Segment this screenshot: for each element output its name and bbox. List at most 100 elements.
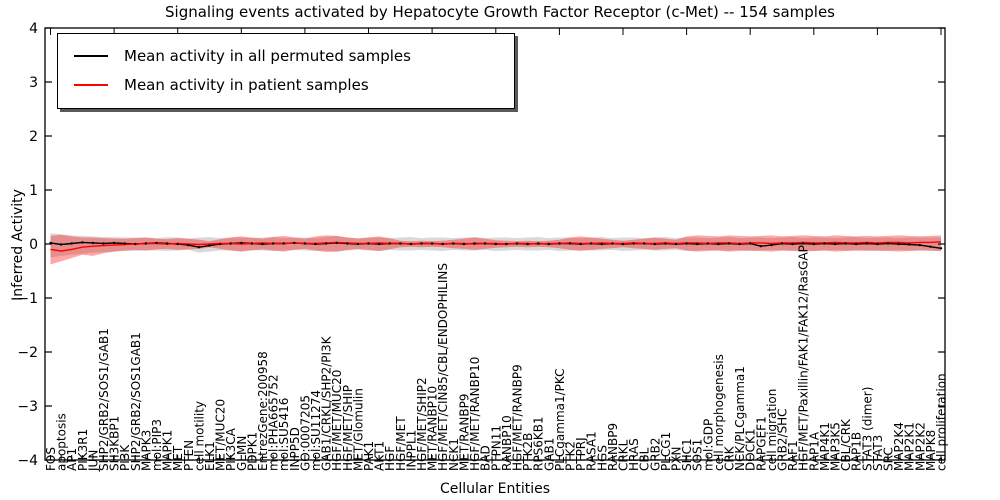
data-point-marker [208, 244, 211, 247]
x-tick-label: HGF/MET/SHIP2 [415, 377, 429, 471]
x-tick-label: MET/RANBP10 [426, 386, 440, 471]
chart-title: Signaling events activated by Hepatocyte… [165, 3, 835, 21]
data-point-marker [250, 242, 254, 245]
data-point-marker [590, 242, 593, 245]
data-point-marker [547, 242, 550, 246]
x-tick-label: cell proliferation [935, 373, 949, 471]
data-point-marker [197, 246, 201, 249]
data-point-marker [303, 242, 307, 245]
data-point-marker [876, 242, 879, 246]
x-tick-label: cell motility [192, 401, 206, 471]
x-tick-label: GRB2 [648, 437, 662, 471]
legend-label-permuted: Mean activity in all permuted samples [124, 46, 411, 65]
x-tick-label: MAP2K1 [903, 422, 917, 471]
x-tick-label: INPP5D [288, 427, 302, 471]
data-point-marker [462, 242, 466, 246]
x-tick-label: HGS [595, 445, 609, 471]
data-point-marker [388, 242, 391, 245]
x-tick-label: DOCK1 [744, 428, 758, 471]
data-point-marker [537, 242, 540, 245]
x-tick-label: MAPK3 [139, 430, 153, 471]
x-tick-label: PTEN [182, 440, 196, 471]
data-point-marker [441, 242, 444, 246]
x-tick-label: PAK1 [362, 441, 376, 471]
data-point-marker [706, 242, 709, 245]
y-tick-label: −3 [17, 399, 38, 415]
x-tick-label: SHP2/GRB2/SOS1GAB1 [129, 332, 143, 471]
x-tick-label: RAP1A [807, 431, 821, 471]
x-tick-label: PLCgamma1/PKC [553, 368, 567, 471]
x-axis-label: Cellular Entities [439, 481, 551, 497]
permuted-range-band [50, 233, 941, 258]
legend-item-permuted: Mean activity in all permuted samples [58, 41, 514, 70]
x-tick-label: PI3K [118, 444, 132, 471]
x-tick-label: MET/Glomulin [351, 388, 365, 471]
x-tick-label: GAB1/CRKL/SHP2/PI3K [320, 335, 334, 471]
x-tick-label: cell morphogenesis [712, 354, 726, 471]
y-tick-label: −2 [17, 345, 38, 361]
data-point-marker [685, 242, 688, 245]
x-tick-label: cell migration [765, 389, 779, 471]
data-point-marker [526, 242, 529, 246]
x-tick-label: PXN [670, 447, 684, 471]
data-point-marker [558, 242, 561, 245]
x-tick-label: PTPN11 [489, 425, 503, 471]
data-point-marker [240, 241, 243, 245]
data-point-marker [494, 242, 497, 246]
data-point-marker [897, 242, 900, 246]
x-tick-label: RAP1B [850, 432, 864, 471]
x-tick-label: RANBP10 [500, 415, 514, 471]
data-point-marker [929, 245, 932, 248]
y-axis-label: Inferred Activity [10, 189, 26, 301]
data-point-marker [261, 242, 264, 246]
legend-item-patient: Mean activity in patient samples [58, 70, 514, 99]
x-tick-label: NCK1 [447, 438, 461, 471]
data-point-marker [812, 242, 815, 246]
x-tick-label: GRB2/SHC [776, 408, 790, 471]
data-point-marker [176, 242, 179, 246]
data-point-marker [515, 242, 519, 245]
permuted-line-swatch [74, 54, 108, 57]
x-tick-label: mol:PHA665752 [267, 374, 281, 471]
y-tick-label: 1 [29, 183, 38, 199]
data-point-marker [664, 242, 667, 245]
x-tick-label: MET/RANBP9 [457, 394, 471, 471]
data-point-marker [324, 242, 328, 245]
x-tick-label: ELK1 [203, 441, 217, 471]
data-point-marker [759, 245, 762, 248]
data-point-marker [399, 242, 402, 245]
y-tick-label: 3 [29, 75, 38, 91]
data-point-marker [770, 243, 773, 247]
x-tick-label: INPPL1 [404, 430, 418, 471]
data-point-marker [377, 242, 381, 246]
x-tick-label: SHC1 [680, 438, 694, 471]
data-point-marker [229, 242, 232, 245]
x-tick-label: CRK [723, 445, 737, 471]
y-tick-label: 4 [29, 21, 38, 37]
legend: Mean activity in all permuted samples Me… [57, 33, 515, 109]
data-point-marker [653, 242, 656, 246]
data-point-marker [844, 242, 847, 245]
y-tick-label: 0 [29, 237, 38, 253]
x-tick-label: PLCG1 [659, 432, 673, 471]
legend-label-patient: Mean activity in patient samples [124, 75, 369, 94]
x-tick-label: HGF/MET/CIN85/CBL/ENDOPHILINS [436, 263, 450, 471]
x-tick-label: HGF/MET/MUC20 [330, 370, 344, 471]
x-tick-label: CBL/CRK [839, 418, 853, 471]
data-point-marker [218, 242, 222, 246]
data-point-marker [802, 242, 805, 245]
x-tick-label: STAT3 [871, 435, 885, 471]
data-point-marker [134, 242, 137, 246]
x-tick-label: apoptosis [55, 413, 69, 471]
data-point-marker [632, 242, 635, 245]
data-point-marker [155, 241, 158, 245]
data-point-marker [483, 242, 487, 245]
data-point-marker [91, 241, 95, 245]
data-point-marker [674, 242, 678, 246]
data-point-marker [908, 243, 911, 246]
x-tick-label: BAD [479, 445, 493, 471]
data-point-marker [346, 242, 349, 245]
x-tick-label: MAP2K4 [892, 422, 906, 471]
